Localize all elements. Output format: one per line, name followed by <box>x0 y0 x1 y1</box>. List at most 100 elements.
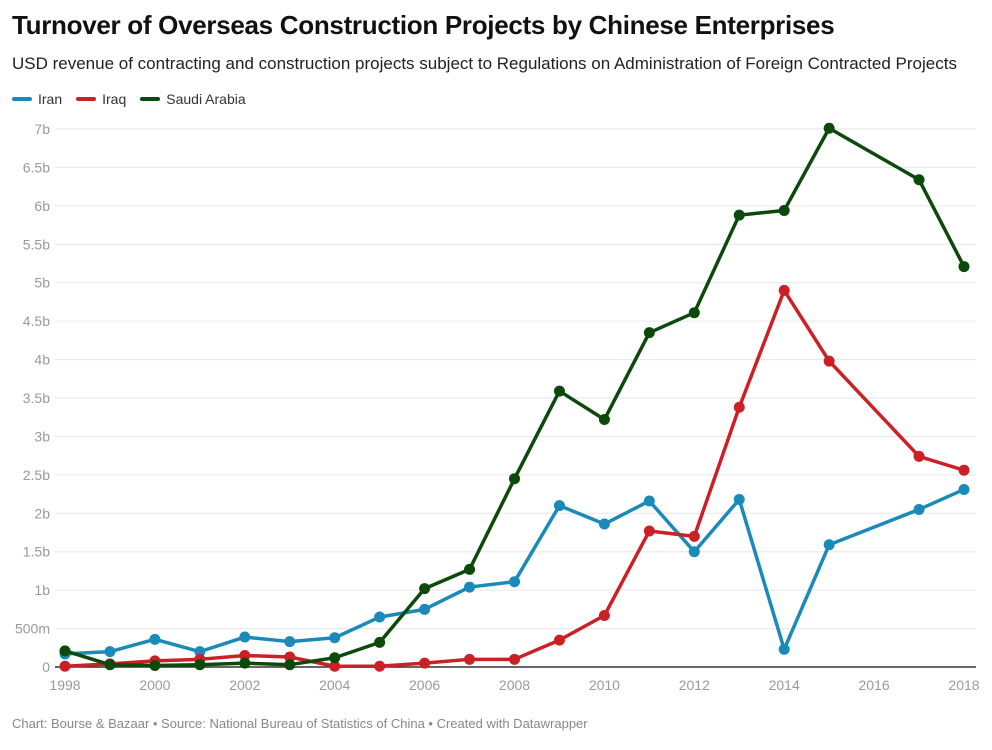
data-point-saudi-arabia <box>374 636 386 648</box>
data-point-saudi-arabia <box>598 414 610 426</box>
chart-title: Turnover of Overseas Construction Projec… <box>12 10 835 40</box>
data-point-iran <box>239 631 251 643</box>
data-point-saudi-arabia <box>104 659 116 671</box>
gridlines <box>55 128 976 630</box>
data-point-iraq <box>374 660 386 672</box>
data-point-iran <box>464 581 476 593</box>
data-point-saudi-arabia <box>913 174 925 186</box>
data-point-iraq <box>464 653 476 665</box>
y-tick-label: 4.5b <box>23 313 50 329</box>
line-chart: 0 500m 1b 1.5b 2b 2.5b 3b 3.5b 4b 4.5b 5b 5.5b 6b 6.5… <box>15 121 980 693</box>
data-point-iran <box>778 643 790 655</box>
x-axis-ticks: 1998 2000 2002 2004 2006 2008 2010 2012 2014 2016… <box>49 677 979 693</box>
data-point-iraq <box>239 649 251 661</box>
data-point-iraq <box>643 525 655 537</box>
data-point-iran <box>823 539 835 551</box>
y-tick-label: 2.5b <box>23 467 50 483</box>
x-tick-label: 2016 <box>859 677 890 693</box>
data-point-saudi-arabia <box>823 122 835 134</box>
x-tick-label: 2012 <box>679 677 710 693</box>
legend-item-iran: Iran <box>12 91 62 107</box>
y-tick-label: 1.5b <box>23 544 50 560</box>
y-tick-label: 6.5b <box>23 159 50 175</box>
data-point-saudi-arabia <box>194 659 206 671</box>
data-point-iran <box>733 493 745 505</box>
legend-label-iraq: Iraq <box>102 91 127 107</box>
x-tick-label: 2014 <box>769 677 800 693</box>
data-point-iraq <box>419 657 431 669</box>
data-point-iraq <box>733 401 745 413</box>
data-point-iran <box>509 576 520 588</box>
data-point-iran <box>598 518 610 530</box>
x-tick-label: 2004 <box>319 677 350 693</box>
data-point-saudi-arabia <box>778 204 790 216</box>
data-point-iran <box>374 611 386 623</box>
y-tick-label: 5b <box>34 275 50 291</box>
y-tick-label: 6b <box>34 198 50 214</box>
data-point-iraq <box>329 660 341 672</box>
x-tick-label: 2018 <box>948 677 979 693</box>
data-point-saudi-arabia <box>284 659 296 671</box>
y-tick-label: 0 <box>42 659 50 675</box>
data-point-iraq <box>913 450 925 462</box>
y-tick-label: 5.5b <box>23 236 50 252</box>
data-point-saudi-arabia <box>688 307 700 319</box>
legend-swatch-saudi-arabia <box>140 97 161 101</box>
x-tick-label: 2000 <box>139 677 170 693</box>
data-point-iran <box>958 483 970 495</box>
data-point-saudi-arabia <box>464 563 476 575</box>
series-line-iraq <box>63 288 966 668</box>
x-tick-label: 2010 <box>589 677 620 693</box>
legend-label-saudi-arabia: Saudi Arabia <box>166 91 246 107</box>
series-saudi-arabia <box>59 122 970 671</box>
legend: Iran Iraq Saudi Arabia <box>12 91 246 107</box>
y-tick-label: 1b <box>34 582 50 598</box>
data-point-iran <box>553 500 565 512</box>
chart-footer: Chart: Bourse & Bazaar • Source: Nationa… <box>12 716 588 731</box>
data-point-iran <box>688 546 700 558</box>
y-tick-label: 500m <box>15 621 50 637</box>
y-axis-ticks: 0 500m 1b 1.5b 2b 2.5b 3b 3.5b 4b 4.5b 5b 5.5b 6b 6.5… <box>15 121 50 675</box>
data-point-iraq <box>598 610 610 622</box>
data-point-saudi-arabia <box>329 652 341 664</box>
legend-swatch-iran <box>12 97 32 101</box>
data-point-saudi-arabia <box>239 657 251 669</box>
legend-swatch-iraq <box>76 97 97 101</box>
data-point-iraq <box>688 530 700 542</box>
data-point-iran <box>284 636 296 648</box>
data-point-iraq <box>509 653 520 665</box>
data-point-iraq <box>59 660 71 672</box>
series-line-iran <box>63 487 966 656</box>
data-point-saudi-arabia <box>149 659 161 671</box>
x-tick-label: 2008 <box>499 677 530 693</box>
data-point-saudi-arabia <box>419 583 431 595</box>
data-point-saudi-arabia <box>958 261 970 273</box>
data-point-iran <box>913 503 925 515</box>
data-point-saudi-arabia <box>553 385 565 397</box>
x-tick-label: 2006 <box>409 677 440 693</box>
y-tick-label: 4b <box>34 352 50 368</box>
x-tick-label: 2002 <box>229 677 260 693</box>
series-iran <box>59 483 970 660</box>
y-tick-label: 7b <box>34 121 50 137</box>
data-point-iran <box>104 646 116 658</box>
data-point-saudi-arabia <box>643 327 655 339</box>
series-group <box>59 122 970 672</box>
data-point-iran <box>194 646 206 658</box>
data-point-iran <box>643 495 655 507</box>
data-point-saudi-arabia <box>59 645 71 657</box>
x-tick-label: 1998 <box>49 677 80 693</box>
data-point-iran <box>419 603 431 615</box>
data-point-iraq <box>958 464 970 476</box>
legend-label-iran: Iran <box>38 91 63 107</box>
legend-item-saudi-arabia: Saudi Arabia <box>140 91 246 107</box>
data-point-iran <box>149 633 161 645</box>
data-point-iraq <box>553 634 565 646</box>
data-point-saudi-arabia <box>509 473 520 485</box>
y-tick-label: 3.5b <box>23 390 50 406</box>
data-point-iraq <box>823 355 835 367</box>
y-tick-label: 2b <box>34 505 50 521</box>
data-point-iraq <box>778 284 790 296</box>
legend-item-iraq: Iraq <box>76 91 126 107</box>
y-tick-label: 3b <box>34 428 50 444</box>
